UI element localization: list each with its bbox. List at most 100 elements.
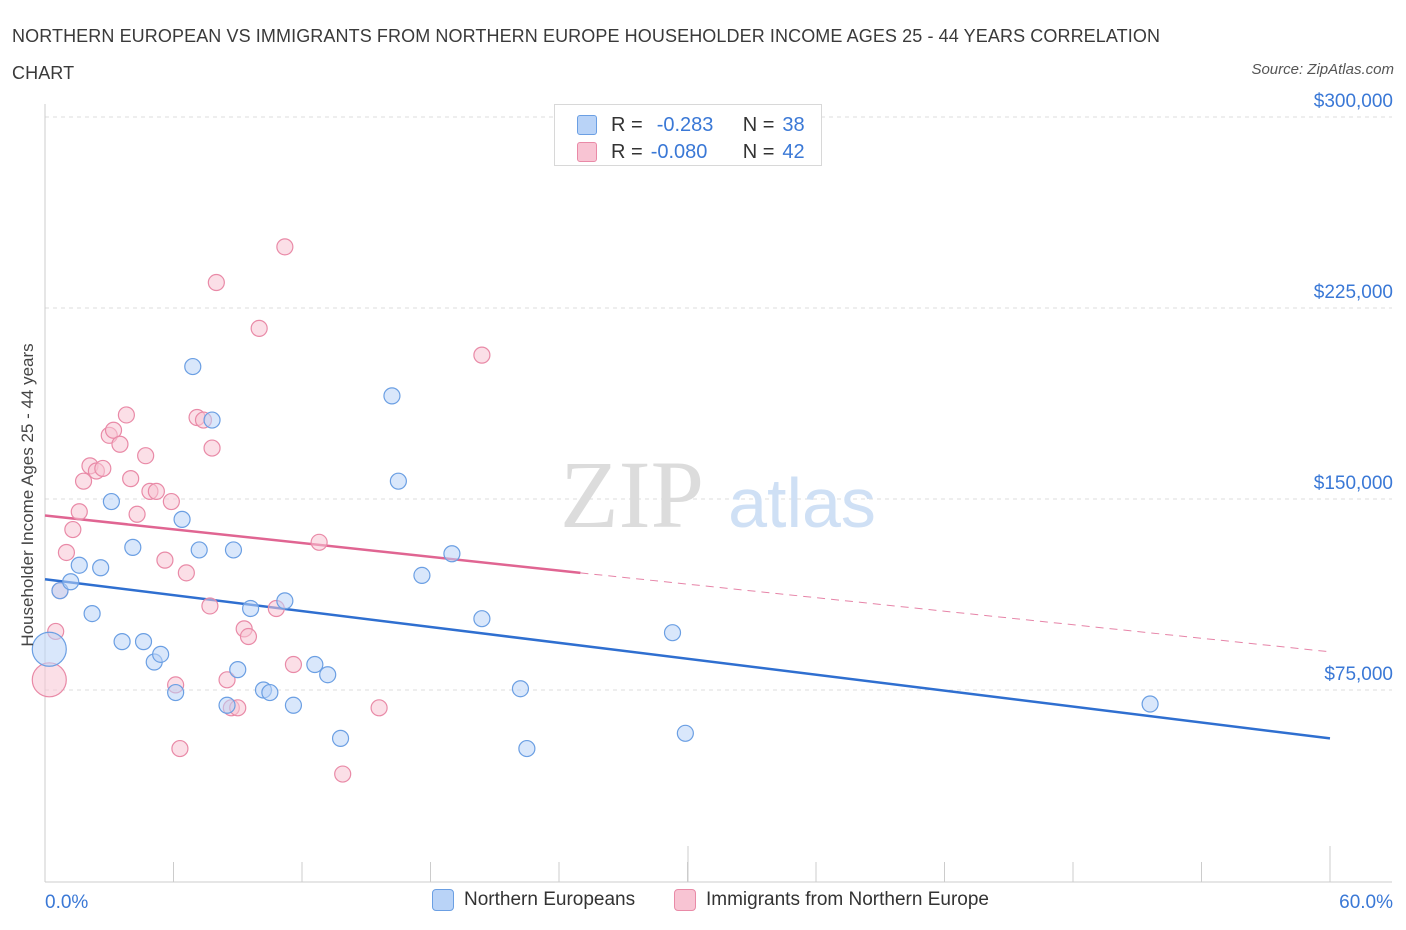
series-legend-swatch-pink [674, 889, 696, 911]
data-point-northern-europeans [229, 661, 247, 679]
data-point-immigrants [162, 492, 180, 511]
data-point-northern-europeans [224, 541, 243, 559]
legend-swatch-blue [577, 115, 597, 135]
data-point-immigrants [117, 406, 135, 424]
data-point-immigrants [122, 470, 140, 488]
data-point-northern-europeans [306, 655, 324, 674]
data-point-immigrants [201, 597, 219, 615]
data-point-northern-europeans [511, 680, 530, 698]
data-point-northern-europeans [184, 357, 202, 376]
data-point-immigrants [94, 459, 112, 478]
data-point-immigrants [57, 543, 76, 562]
trend-line-northern-europeans [44, 577, 1331, 740]
y-tick-label: $75,000 [1324, 664, 1393, 685]
data-point-northern-europeans [203, 411, 221, 429]
data-point-northern-europeans [331, 729, 350, 747]
chart-title: NORTHERN EUROPEAN VS IMMIGRANTS FROM NOR… [12, 26, 1161, 83]
data-point-immigrants [370, 699, 388, 717]
data-point-northern-europeans [242, 599, 260, 618]
legend-n-value: 38 [782, 113, 805, 136]
legend-n-label: N = [742, 113, 775, 136]
legend-r-value: -0.080 [650, 140, 708, 163]
series-legend-item-northern-europeans: Northern Europeans [432, 889, 635, 911]
data-point-northern-europeans [70, 556, 88, 574]
tick-labels: $75,000 $150,000 $225,000 $300,000 0.0% 60.0% [45, 91, 1393, 913]
trend-line-immigrants-extrapolated [580, 572, 1331, 653]
legend-n-value: 42 [782, 140, 805, 163]
source-label: Source: ZipAtlas.com [1251, 61, 1394, 78]
data-point-northern-europeans [389, 472, 407, 490]
series-legend-label: Immigrants from Northern Europe [706, 889, 989, 910]
legend-swatch-pink [577, 142, 597, 162]
data-point-immigrants [171, 739, 189, 758]
data-point-northern-europeans [218, 696, 236, 714]
data-point-immigrants [250, 319, 268, 337]
data-point-immigrants [203, 439, 221, 457]
data-point-immigrants [64, 520, 82, 539]
data-point-immigrants [239, 627, 258, 646]
data-point-northern-europeans [1141, 695, 1159, 713]
data-point-immigrants [104, 421, 123, 439]
legend-r-label: R = [611, 113, 643, 136]
legend-row-northern-europeans: R = -0.283 N = 38 [577, 111, 805, 139]
data-point-immigrants [218, 671, 236, 689]
data-point-northern-europeans [92, 559, 110, 577]
data-point-immigrants [276, 238, 294, 256]
data-point-northern-europeans [383, 387, 401, 405]
data-points [31, 238, 1159, 783]
data-point-immigrants [156, 551, 174, 569]
axes [44, 104, 1392, 883]
data-point-northern-europeans [663, 624, 682, 642]
data-point-immigrants [147, 482, 165, 500]
series-legend: Northern Europeans Immigrants from North… [0, 889, 1406, 915]
data-point-northern-europeans [83, 604, 101, 623]
legend-r-label: R = [611, 140, 643, 163]
watermark: ZIP atlas [560, 441, 876, 548]
data-point-northern-europeans [62, 573, 80, 591]
data-point-northern-europeans [31, 631, 67, 667]
correlation-legend: R = -0.283 N = 38 R = -0.080 N = 42 [554, 104, 822, 166]
data-point-immigrants [70, 503, 88, 521]
x-tick-label-start: 0.0% [45, 892, 88, 913]
legend-n-label: N = [742, 140, 775, 163]
data-point-immigrants [111, 435, 129, 453]
data-point-immigrants [284, 655, 303, 674]
watermark-zip: ZIP [560, 441, 704, 548]
data-point-northern-europeans [473, 610, 491, 628]
legend-row-immigrants: R = -0.080 N = 42 [577, 138, 805, 166]
legend-r-value: -0.283 [656, 113, 714, 136]
data-point-immigrants [473, 346, 491, 364]
data-point-northern-europeans [173, 510, 191, 528]
data-point-northern-europeans [518, 739, 536, 758]
data-point-immigrants [31, 662, 67, 698]
data-point-immigrants [207, 273, 225, 292]
data-point-immigrants [334, 765, 352, 783]
data-point-northern-europeans [261, 683, 279, 702]
data-point-immigrants [310, 533, 328, 551]
data-point-northern-europeans [676, 724, 694, 742]
data-point-northern-europeans [413, 566, 431, 585]
y-tick-label: $150,000 [1314, 473, 1393, 494]
data-point-immigrants [74, 472, 93, 490]
series-legend-swatch-blue [432, 889, 454, 911]
series-legend-item-immigrants: Immigrants from Northern Europe [674, 889, 989, 911]
data-point-northern-europeans [134, 633, 153, 651]
data-point-northern-europeans [284, 696, 303, 714]
data-point-immigrants [137, 447, 155, 465]
data-point-northern-europeans [124, 538, 142, 556]
y-tick-label: $225,000 [1314, 282, 1393, 303]
data-point-northern-europeans [113, 633, 131, 651]
data-point-northern-europeans [152, 645, 170, 663]
data-point-northern-europeans [319, 666, 337, 684]
data-point-northern-europeans [443, 545, 461, 563]
data-point-northern-europeans [167, 683, 185, 702]
y-axis-label: Householder Income Ages 25 - 44 years [18, 343, 37, 647]
series-legend-label: Northern Europeans [464, 889, 636, 910]
y-tick-label: $300,000 [1314, 91, 1393, 112]
x-tick-label-end: 60.0% [1339, 892, 1393, 913]
data-point-northern-europeans [276, 592, 294, 610]
data-point-immigrants [128, 505, 146, 523]
data-point-northern-europeans [190, 541, 208, 559]
watermark-atlas: atlas [728, 464, 876, 542]
